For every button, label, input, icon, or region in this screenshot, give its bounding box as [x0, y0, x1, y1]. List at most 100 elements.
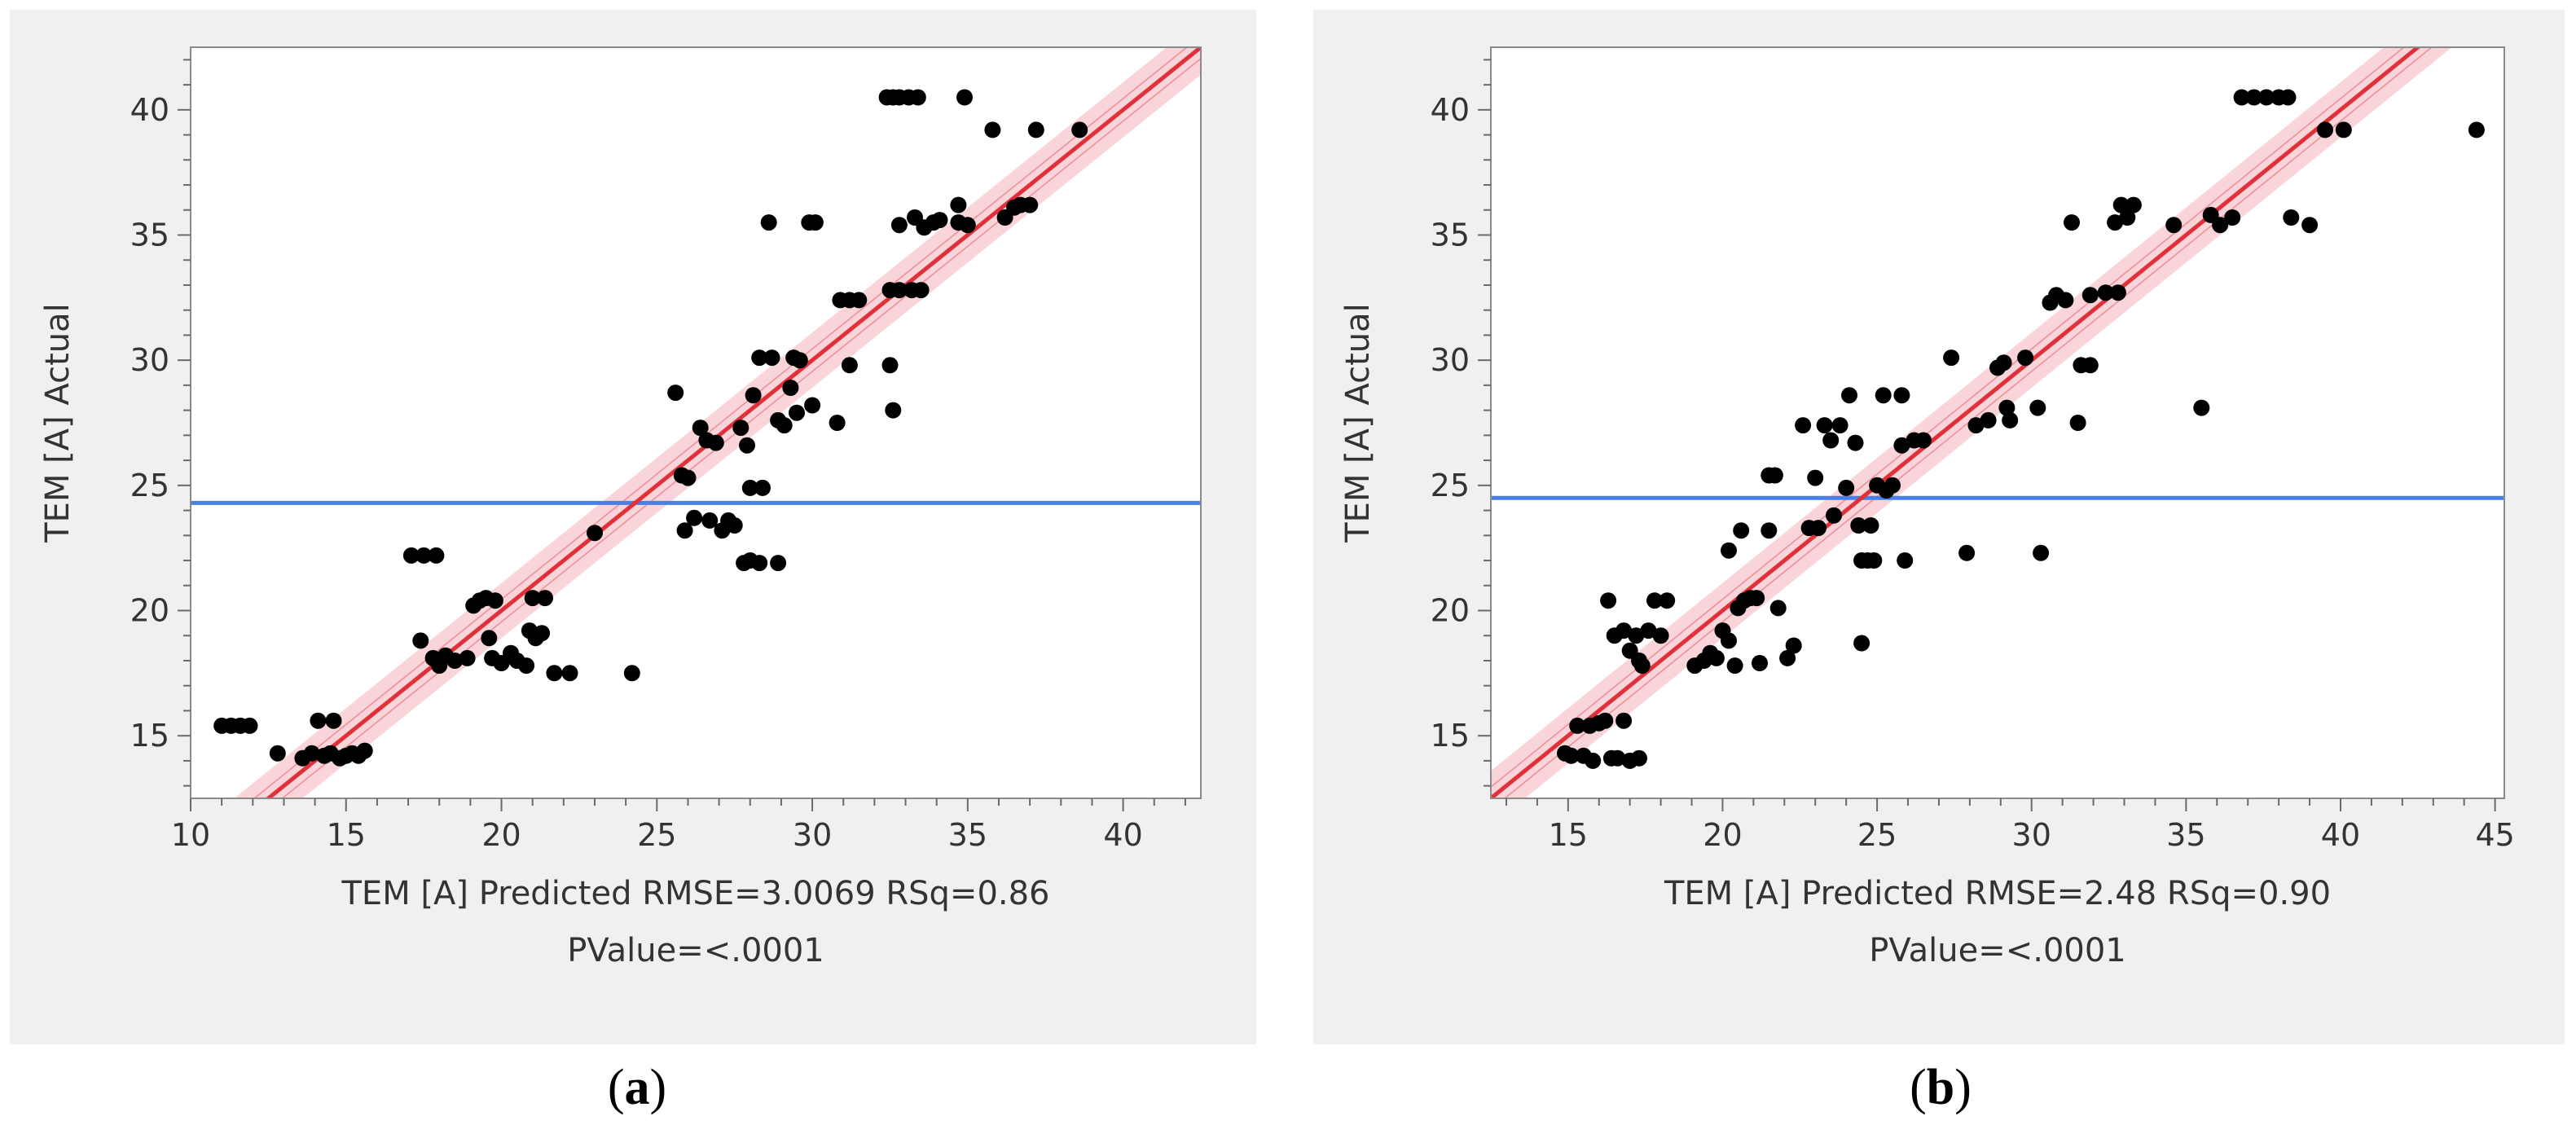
x-axis-label-line2: PValue=<.0001: [567, 932, 824, 969]
data-point: [518, 657, 535, 675]
data-point: [534, 625, 551, 642]
data-point: [2245, 89, 2262, 106]
data-point: [2224, 209, 2241, 226]
y-tick-label: 40: [1431, 92, 1470, 128]
data-point: [2002, 411, 2019, 428]
data-point: [1640, 622, 1657, 639]
plot-content: [1491, 47, 2504, 798]
y-tick-label: 15: [1431, 718, 1470, 754]
band-upper-edge: [1491, 47, 2405, 789]
data-point: [1769, 600, 1787, 617]
data-point: [1841, 387, 1857, 404]
data-point: [1850, 517, 1867, 534]
data-point: [1853, 635, 1870, 652]
data-point: [732, 420, 750, 437]
x-axis-label-line2: PValue=<.0001: [1869, 932, 2126, 969]
data-point: [1998, 399, 2016, 416]
data-point: [741, 479, 758, 496]
data-point: [325, 712, 342, 729]
data-point: [1708, 649, 1725, 666]
data-point: [890, 217, 908, 234]
y-tick-label: 15: [130, 718, 169, 754]
data-point: [486, 592, 503, 609]
x-axis-label: TEM [A] Predicted RMSE=3.0069 RSq=0.86: [341, 875, 1049, 912]
scatter-chart-b: 15 20 25 30 35 40 15 20 25 30 35 40 45 TEM [A] Predic…: [1339, 46, 2515, 969]
x-tick-label: 20: [481, 817, 521, 853]
data-point: [2107, 214, 2124, 231]
data-point: [2125, 196, 2142, 213]
caption-a-letter: a: [624, 1060, 650, 1115]
y-axis-label: TEM [A] Actual: [1339, 303, 1377, 543]
data-point: [1807, 469, 1824, 486]
data-point: [686, 509, 703, 526]
data-point: [751, 555, 768, 572]
data-point: [1866, 552, 1883, 569]
data-point: [701, 512, 719, 529]
data-point: [1609, 749, 1626, 767]
data-point: [623, 665, 640, 682]
y-tick-label: 30: [1431, 342, 1470, 378]
data-point: [2081, 357, 2099, 374]
y-tick-label: 35: [1431, 218, 1470, 253]
data-point: [1980, 411, 1997, 428]
data-point: [1631, 749, 1647, 767]
data-point: [1810, 520, 1826, 537]
data-point: [1726, 657, 1743, 675]
data-point: [1631, 653, 1647, 669]
data-point: [770, 555, 787, 572]
band-lower-edge: [1503, 47, 2433, 798]
data-point: [2109, 284, 2126, 301]
x-tick-label: 10: [171, 817, 210, 853]
data-point: [745, 387, 762, 404]
data-point: [1761, 522, 1778, 539]
data-point: [1071, 121, 1088, 138]
y-tick-label: 40: [130, 92, 169, 128]
data-point: [1893, 437, 1910, 454]
data-point: [428, 547, 445, 564]
y-tick-label: 20: [130, 593, 169, 629]
data-point: [2064, 214, 2080, 231]
data-point: [829, 415, 846, 431]
data-point: [931, 212, 948, 229]
data-point: [1795, 417, 1812, 434]
x-tick-label: 20: [1703, 817, 1742, 853]
y-tick-label: 20: [1431, 593, 1470, 629]
data-point: [841, 357, 858, 374]
data-point: [537, 590, 553, 607]
data-point: [751, 349, 768, 367]
y-tick-label: 35: [130, 218, 169, 253]
data-point: [2258, 89, 2275, 106]
x-axis-label: TEM [A] Predicted RMSE=2.48 RSq=0.90: [1664, 875, 2331, 912]
data-point: [481, 630, 498, 647]
data-point: [776, 417, 793, 434]
data-point: [782, 380, 799, 396]
data-point: [726, 517, 743, 534]
data-point: [959, 217, 976, 234]
data-point: [1822, 432, 1840, 449]
data-point: [1748, 590, 1765, 607]
caption-b: (b): [1910, 1060, 1972, 1115]
data-point: [2317, 121, 2333, 138]
data-point: [2069, 415, 2086, 431]
y-tick-label: 25: [130, 468, 169, 503]
x-tick-label: 25: [1857, 817, 1897, 853]
data-point: [2017, 349, 2034, 367]
data-point: [692, 420, 709, 437]
data-point: [1646, 592, 1663, 609]
data-point: [1733, 522, 1750, 539]
x-tick-label: 45: [2475, 817, 2514, 853]
data-point: [1915, 432, 1932, 449]
data-point: [1847, 434, 1864, 451]
data-point: [1831, 417, 1848, 434]
data-point: [956, 89, 973, 106]
x-tick-label: 15: [327, 817, 366, 853]
data-point: [1826, 507, 1842, 524]
data-point: [909, 89, 926, 106]
caption-a: (a): [607, 1060, 667, 1115]
x-tick-label: 35: [2166, 817, 2205, 853]
x-tick-label: 30: [793, 817, 832, 853]
data-point: [1721, 632, 1737, 649]
data-point: [2165, 217, 2183, 234]
y-axis-label: TEM [A] Actual: [39, 303, 77, 543]
data-point: [2033, 544, 2050, 561]
